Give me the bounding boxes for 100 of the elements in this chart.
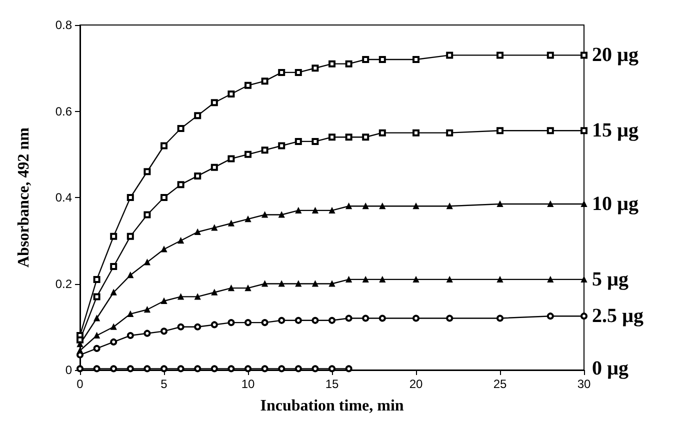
y-tick-label: 0 — [65, 363, 72, 377]
series-label: 2.5 µg — [592, 305, 644, 328]
point — [110, 289, 117, 296]
point — [210, 164, 218, 171]
point — [126, 194, 134, 201]
point — [110, 324, 117, 330]
x-tick-label: 20 — [409, 377, 423, 391]
point — [446, 314, 454, 322]
point — [362, 134, 370, 141]
point — [244, 150, 252, 158]
point — [194, 172, 202, 180]
point — [177, 125, 184, 132]
point — [547, 276, 554, 282]
point — [144, 330, 151, 337]
point — [110, 338, 118, 346]
x-axis-title: Incubation time, min — [260, 398, 404, 414]
point — [194, 294, 201, 300]
point — [446, 129, 454, 136]
point — [210, 99, 218, 106]
point — [580, 52, 588, 59]
point — [110, 365, 118, 372]
point — [161, 298, 167, 304]
point — [345, 314, 352, 322]
point — [93, 365, 100, 372]
point — [312, 365, 319, 372]
point — [110, 232, 118, 240]
y-tick-label: 0.2 — [55, 276, 72, 291]
point — [378, 314, 386, 322]
point — [160, 142, 168, 150]
point — [497, 276, 503, 282]
x-tick-label: 15 — [325, 377, 339, 391]
point — [228, 285, 234, 292]
point — [194, 112, 202, 120]
point — [295, 207, 302, 214]
series-label: 5 µg — [592, 268, 629, 290]
legend-label: 0 µg — [592, 358, 629, 380]
point — [228, 155, 235, 162]
point — [228, 90, 235, 98]
point — [328, 365, 336, 372]
point — [244, 82, 252, 89]
point — [362, 276, 369, 282]
point — [379, 276, 386, 282]
x-tick-label: 5 — [160, 377, 168, 391]
point — [160, 365, 168, 372]
point — [345, 365, 352, 372]
y-tick-label: 0.4 — [55, 190, 72, 204]
point — [362, 203, 369, 210]
point — [94, 315, 100, 322]
point — [294, 138, 302, 145]
point — [312, 138, 319, 145]
y-tick-label: 0.6 — [55, 104, 72, 118]
point — [210, 321, 218, 328]
point — [294, 316, 302, 324]
point — [295, 280, 302, 287]
point — [312, 280, 318, 287]
point — [328, 316, 336, 324]
series-label: 10 µg — [592, 192, 639, 215]
point — [294, 365, 302, 372]
point — [312, 64, 319, 72]
y-tick-label: 0.8 — [55, 18, 72, 32]
point — [412, 129, 420, 136]
point — [546, 127, 554, 134]
point — [278, 68, 286, 76]
point — [261, 146, 268, 154]
y-axis-title: Absorbance, 492 nm — [16, 126, 32, 268]
series-label: 20 µg — [592, 44, 639, 66]
point — [278, 365, 286, 372]
point — [93, 344, 100, 352]
point — [346, 203, 352, 210]
point — [228, 365, 235, 372]
point — [278, 142, 286, 150]
point — [412, 314, 420, 322]
point — [261, 319, 268, 326]
point — [194, 323, 202, 330]
point — [496, 314, 504, 322]
point — [329, 207, 335, 214]
point — [262, 212, 268, 218]
point — [93, 276, 100, 283]
point — [328, 60, 336, 68]
point — [497, 200, 503, 207]
point — [278, 280, 285, 287]
point — [328, 134, 336, 141]
point — [262, 280, 268, 287]
point — [77, 341, 83, 348]
point — [127, 272, 134, 278]
point — [346, 276, 352, 282]
x-tick-label: 10 — [241, 377, 255, 391]
point — [144, 168, 151, 176]
point — [228, 319, 235, 326]
point — [312, 207, 318, 214]
point — [177, 365, 184, 372]
point — [211, 224, 218, 231]
point — [245, 216, 251, 222]
point — [160, 328, 168, 335]
point — [412, 56, 420, 63]
point — [194, 365, 202, 372]
point — [261, 365, 268, 372]
point — [127, 310, 134, 317]
point — [126, 365, 134, 372]
point — [379, 203, 386, 210]
